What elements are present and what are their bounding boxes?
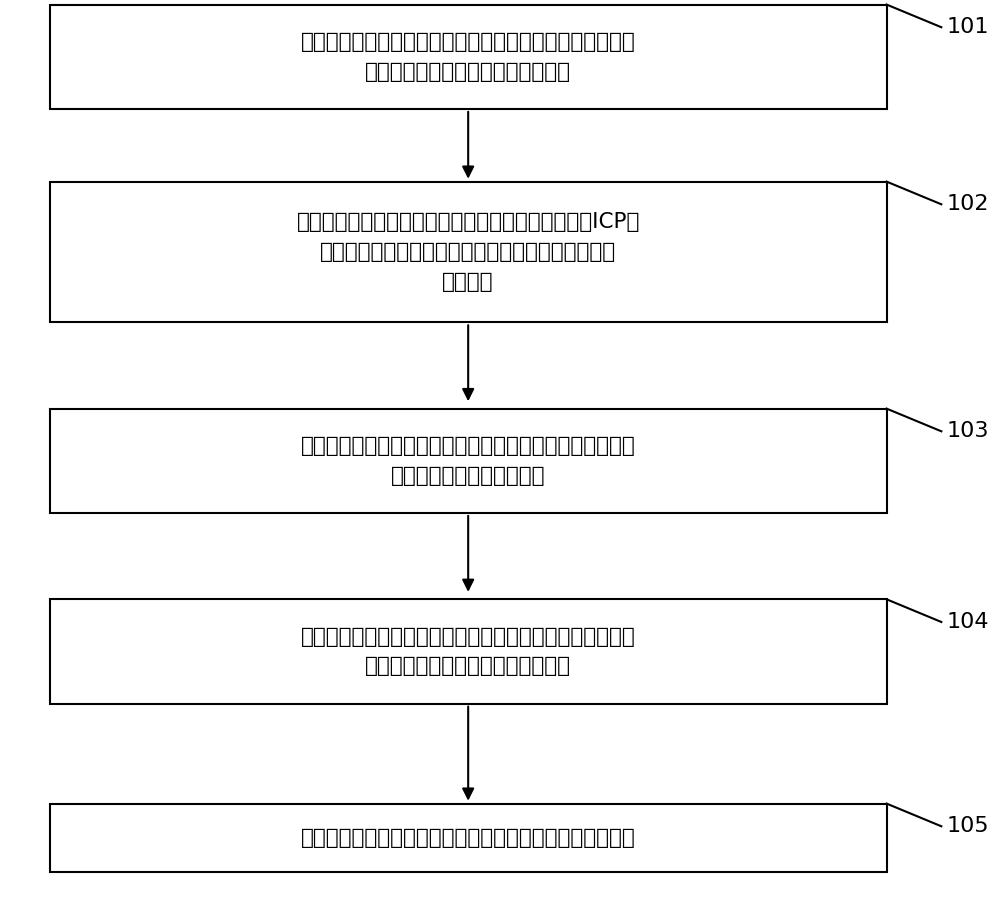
FancyBboxPatch shape	[50, 804, 887, 872]
Text: 理，得到相机图像深度信息: 理，得到相机图像深度信息	[391, 466, 545, 486]
Text: 和初始平移向量构成的初始变换矩阵: 和初始平移向量构成的初始变换矩阵	[365, 62, 571, 82]
Text: 根据相邻两帧之间的点云数据与全局源点云数据进行ICP匹: 根据相邻两帧之间的点云数据与全局源点云数据进行ICP匹	[296, 212, 640, 232]
Text: 101: 101	[946, 17, 989, 37]
Text: 基于最小二乘法对相机图像深度信息和预置雷达图像深度信: 基于最小二乘法对相机图像深度信息和预置雷达图像深度信	[301, 627, 636, 646]
Text: 平移向量: 平移向量	[442, 271, 494, 292]
Text: 104: 104	[946, 612, 989, 632]
Text: 通过雷达旋转向量和雷达平移向量对相机图像进行三角化处: 通过雷达旋转向量和雷达平移向量对相机图像进行三角化处	[301, 436, 636, 456]
Text: 103: 103	[946, 421, 989, 441]
Text: 102: 102	[946, 194, 989, 214]
FancyBboxPatch shape	[50, 5, 887, 109]
Text: 配分析，得到匹配误差最小时的雷达旋转向量和雷达: 配分析，得到匹配误差最小时的雷达旋转向量和雷达	[320, 242, 616, 262]
Text: 对选定的激光雷达和相机粗标定操作，得到由初始旋转向量: 对选定的激光雷达和相机粗标定操作，得到由初始旋转向量	[301, 32, 636, 52]
FancyBboxPatch shape	[50, 599, 887, 704]
Text: 采用最佳变换矩阵对目标对象进行定位计算，得到定位结果: 采用最佳变换矩阵对目标对象进行定位计算，得到定位结果	[301, 827, 636, 848]
Text: 息进行相对计算，得到最佳变换矩阵: 息进行相对计算，得到最佳变换矩阵	[365, 656, 571, 676]
Text: 105: 105	[946, 816, 989, 836]
FancyBboxPatch shape	[50, 182, 887, 322]
FancyBboxPatch shape	[50, 409, 887, 513]
